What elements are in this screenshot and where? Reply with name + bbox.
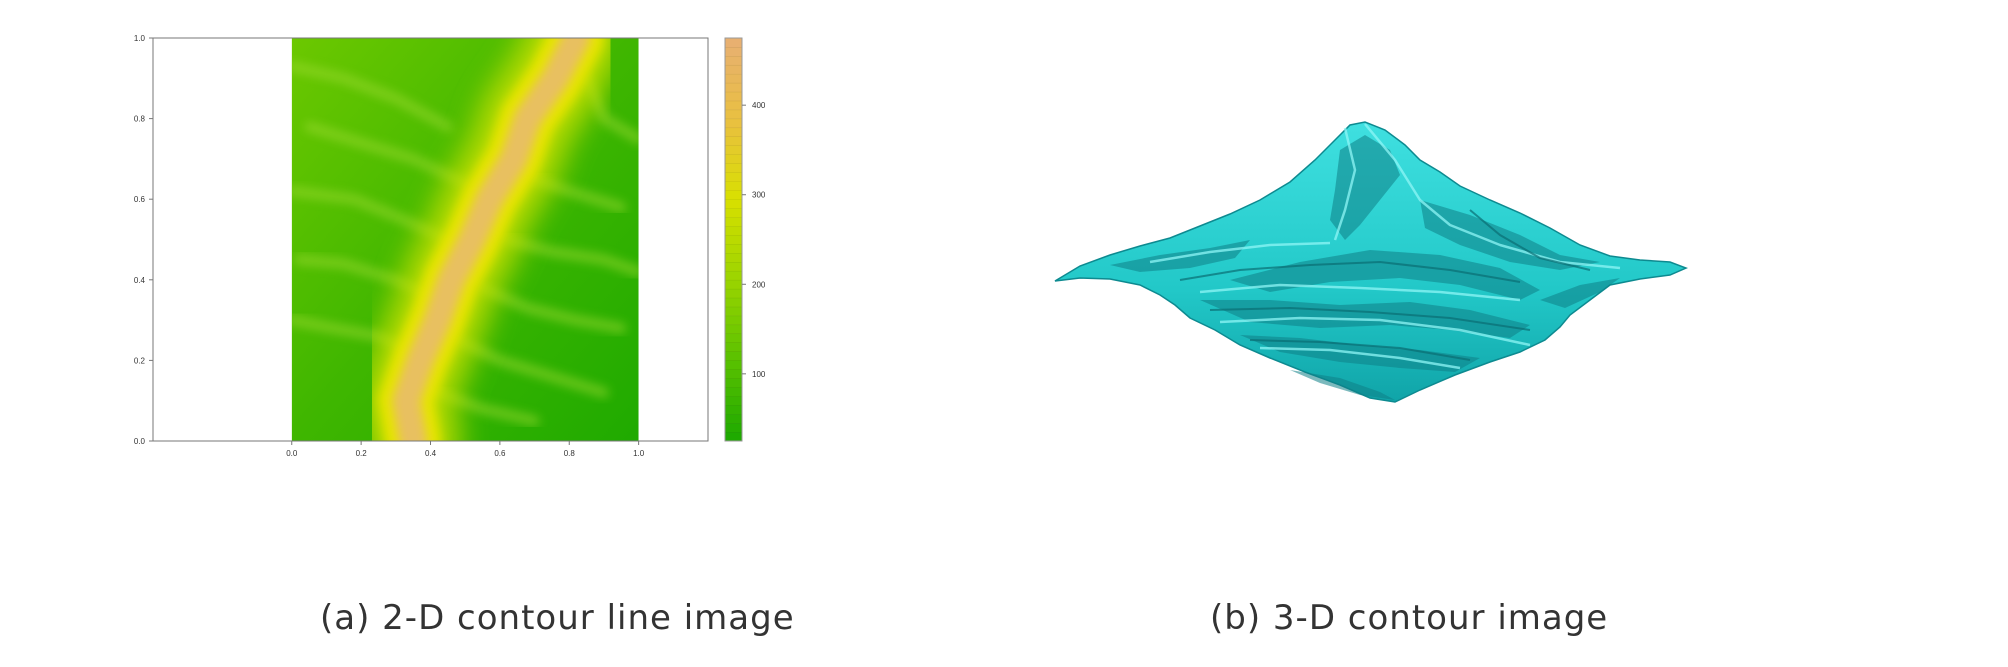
surface-crease-2 xyxy=(1249,339,1471,361)
colorbar-segment-37 xyxy=(724,100,743,111)
y-tick-label-5: 1.0 xyxy=(134,34,146,43)
y-tick-label-2: 0.4 xyxy=(134,276,146,285)
valley-ridge-7 xyxy=(501,234,639,277)
colorbar-segment-30 xyxy=(724,163,743,173)
colorbar-segment-22 xyxy=(724,234,743,245)
x-tick-label-1: 0.2 xyxy=(356,449,368,458)
x-tick-label-5: 1.0 xyxy=(633,449,645,458)
colorbar-segment-25 xyxy=(724,207,743,218)
surface-fold-0 xyxy=(1230,250,1540,300)
surface-crease-1 xyxy=(1209,306,1531,331)
y-tick-label-4: 0.8 xyxy=(134,115,146,124)
colorbar-segment-29 xyxy=(724,172,743,182)
surface-highlight-4 xyxy=(1219,316,1531,347)
surface-highlight-0 xyxy=(1333,127,1357,241)
heatmap-field xyxy=(291,38,639,441)
colorbar-segment-7 xyxy=(724,369,743,379)
x-tick-label-4: 0.8 xyxy=(564,449,576,458)
colorbar-segment-3 xyxy=(724,404,743,415)
valley-ridge-1 xyxy=(304,121,471,189)
colorbar-segment-10 xyxy=(724,342,743,352)
colorbar-segment-16 xyxy=(724,288,743,299)
x-tick-label-3: 0.6 xyxy=(494,449,506,458)
surface-fold-6 xyxy=(1290,370,1395,400)
colorbar-segment-27 xyxy=(724,190,743,200)
panel-2d-contour: 0.0 0.2 0.4 0.6 0.8 1.0 0.0 0.2 0.4 0.6 0.8 1.0 100 2… xyxy=(0,0,1000,667)
y-tick-label-3: 0.6 xyxy=(134,195,146,204)
surface-fold-3 xyxy=(1330,135,1400,240)
terrain-surface xyxy=(1054,121,1688,403)
colorbar-segment-24 xyxy=(724,216,743,227)
heatmap-chart: 0.0 0.2 0.4 0.6 0.8 1.0 0.0 0.2 0.4 0.6 0.8 1.0 100 2… xyxy=(134,34,766,458)
panel-3d-contour: (b) 3-D contour image xyxy=(1000,0,2008,667)
colorbar-segment-5 xyxy=(724,387,743,397)
colorbar-tick-label-0: 100 xyxy=(752,370,766,379)
surface-crease-0 xyxy=(1179,260,1521,283)
colorbar-tick-label-3: 400 xyxy=(752,101,766,110)
colorbar-segment-39 xyxy=(724,82,743,93)
colorbar-tick-label-1: 200 xyxy=(752,280,766,289)
colorbar-segment-23 xyxy=(724,225,743,236)
surface-fold-4 xyxy=(1420,200,1600,270)
colorbar-segment-20 xyxy=(724,252,743,263)
colorbar-segment-18 xyxy=(724,270,743,281)
colorbar-segment-42 xyxy=(724,55,743,66)
colorbar-segment-19 xyxy=(724,261,743,272)
colorbar-segment-26 xyxy=(724,198,743,209)
colorbar-segment-8 xyxy=(724,360,743,370)
colorbar-segment-43 xyxy=(724,46,743,57)
surface-3d-chart xyxy=(1054,121,1688,403)
colorbar-segment-34 xyxy=(724,127,743,138)
colorbar-segment-12 xyxy=(724,324,743,335)
colorbar-segment-38 xyxy=(724,91,743,102)
colorbar-segment-1 xyxy=(724,422,743,433)
colorbar-segment-28 xyxy=(724,181,743,191)
y-tick-label-0: 0.0 xyxy=(134,437,146,446)
colorbar-segment-13 xyxy=(724,315,743,326)
y-tick-label-1: 0.2 xyxy=(134,356,146,365)
colorbar-segment-31 xyxy=(724,154,743,164)
surface-highlight-2 xyxy=(1149,241,1331,264)
colorbar-segment-9 xyxy=(724,351,743,361)
colorbar-segment-11 xyxy=(724,333,743,343)
colorbar-segment-35 xyxy=(724,118,743,129)
colorbar-segment-41 xyxy=(724,64,743,75)
x-tick-label-0: 0.0 xyxy=(286,449,298,458)
surface-crease-3 xyxy=(1469,209,1591,271)
colorbar-tick-label-2: 300 xyxy=(752,191,766,200)
surface-fold-7 xyxy=(1540,278,1620,308)
ridge-peak xyxy=(391,38,591,441)
surface-highlight-5 xyxy=(1259,346,1461,370)
x-tick-label-2: 0.4 xyxy=(425,449,437,458)
colorbar-segment-14 xyxy=(724,306,743,317)
colorbar-segment-0 xyxy=(724,431,743,442)
colorbar-segment-17 xyxy=(724,279,743,290)
colorbar-segment-40 xyxy=(724,73,743,84)
colorbar-segment-21 xyxy=(724,243,743,254)
colorbar-segment-2 xyxy=(724,413,743,424)
caption-2d: (a) 2-D contour line image xyxy=(320,598,795,638)
colorbar-segment-6 xyxy=(724,378,743,388)
valley-ridge-8 xyxy=(477,282,627,334)
colorbar-frame xyxy=(724,37,743,442)
valley-ridge-0 xyxy=(291,61,453,132)
colorbar-segment-33 xyxy=(724,136,743,146)
colorbar-segment-44 xyxy=(724,37,743,48)
colorbar-segment-15 xyxy=(724,297,743,308)
surface-highlight-3 xyxy=(1199,283,1521,302)
colorbar-segment-4 xyxy=(724,396,743,406)
colorbar-segment-32 xyxy=(724,145,743,155)
caption-3d: (b) 3-D contour image xyxy=(1210,598,1609,638)
valley-ridge-9 xyxy=(453,335,609,398)
colorbar-segment-36 xyxy=(724,109,743,120)
